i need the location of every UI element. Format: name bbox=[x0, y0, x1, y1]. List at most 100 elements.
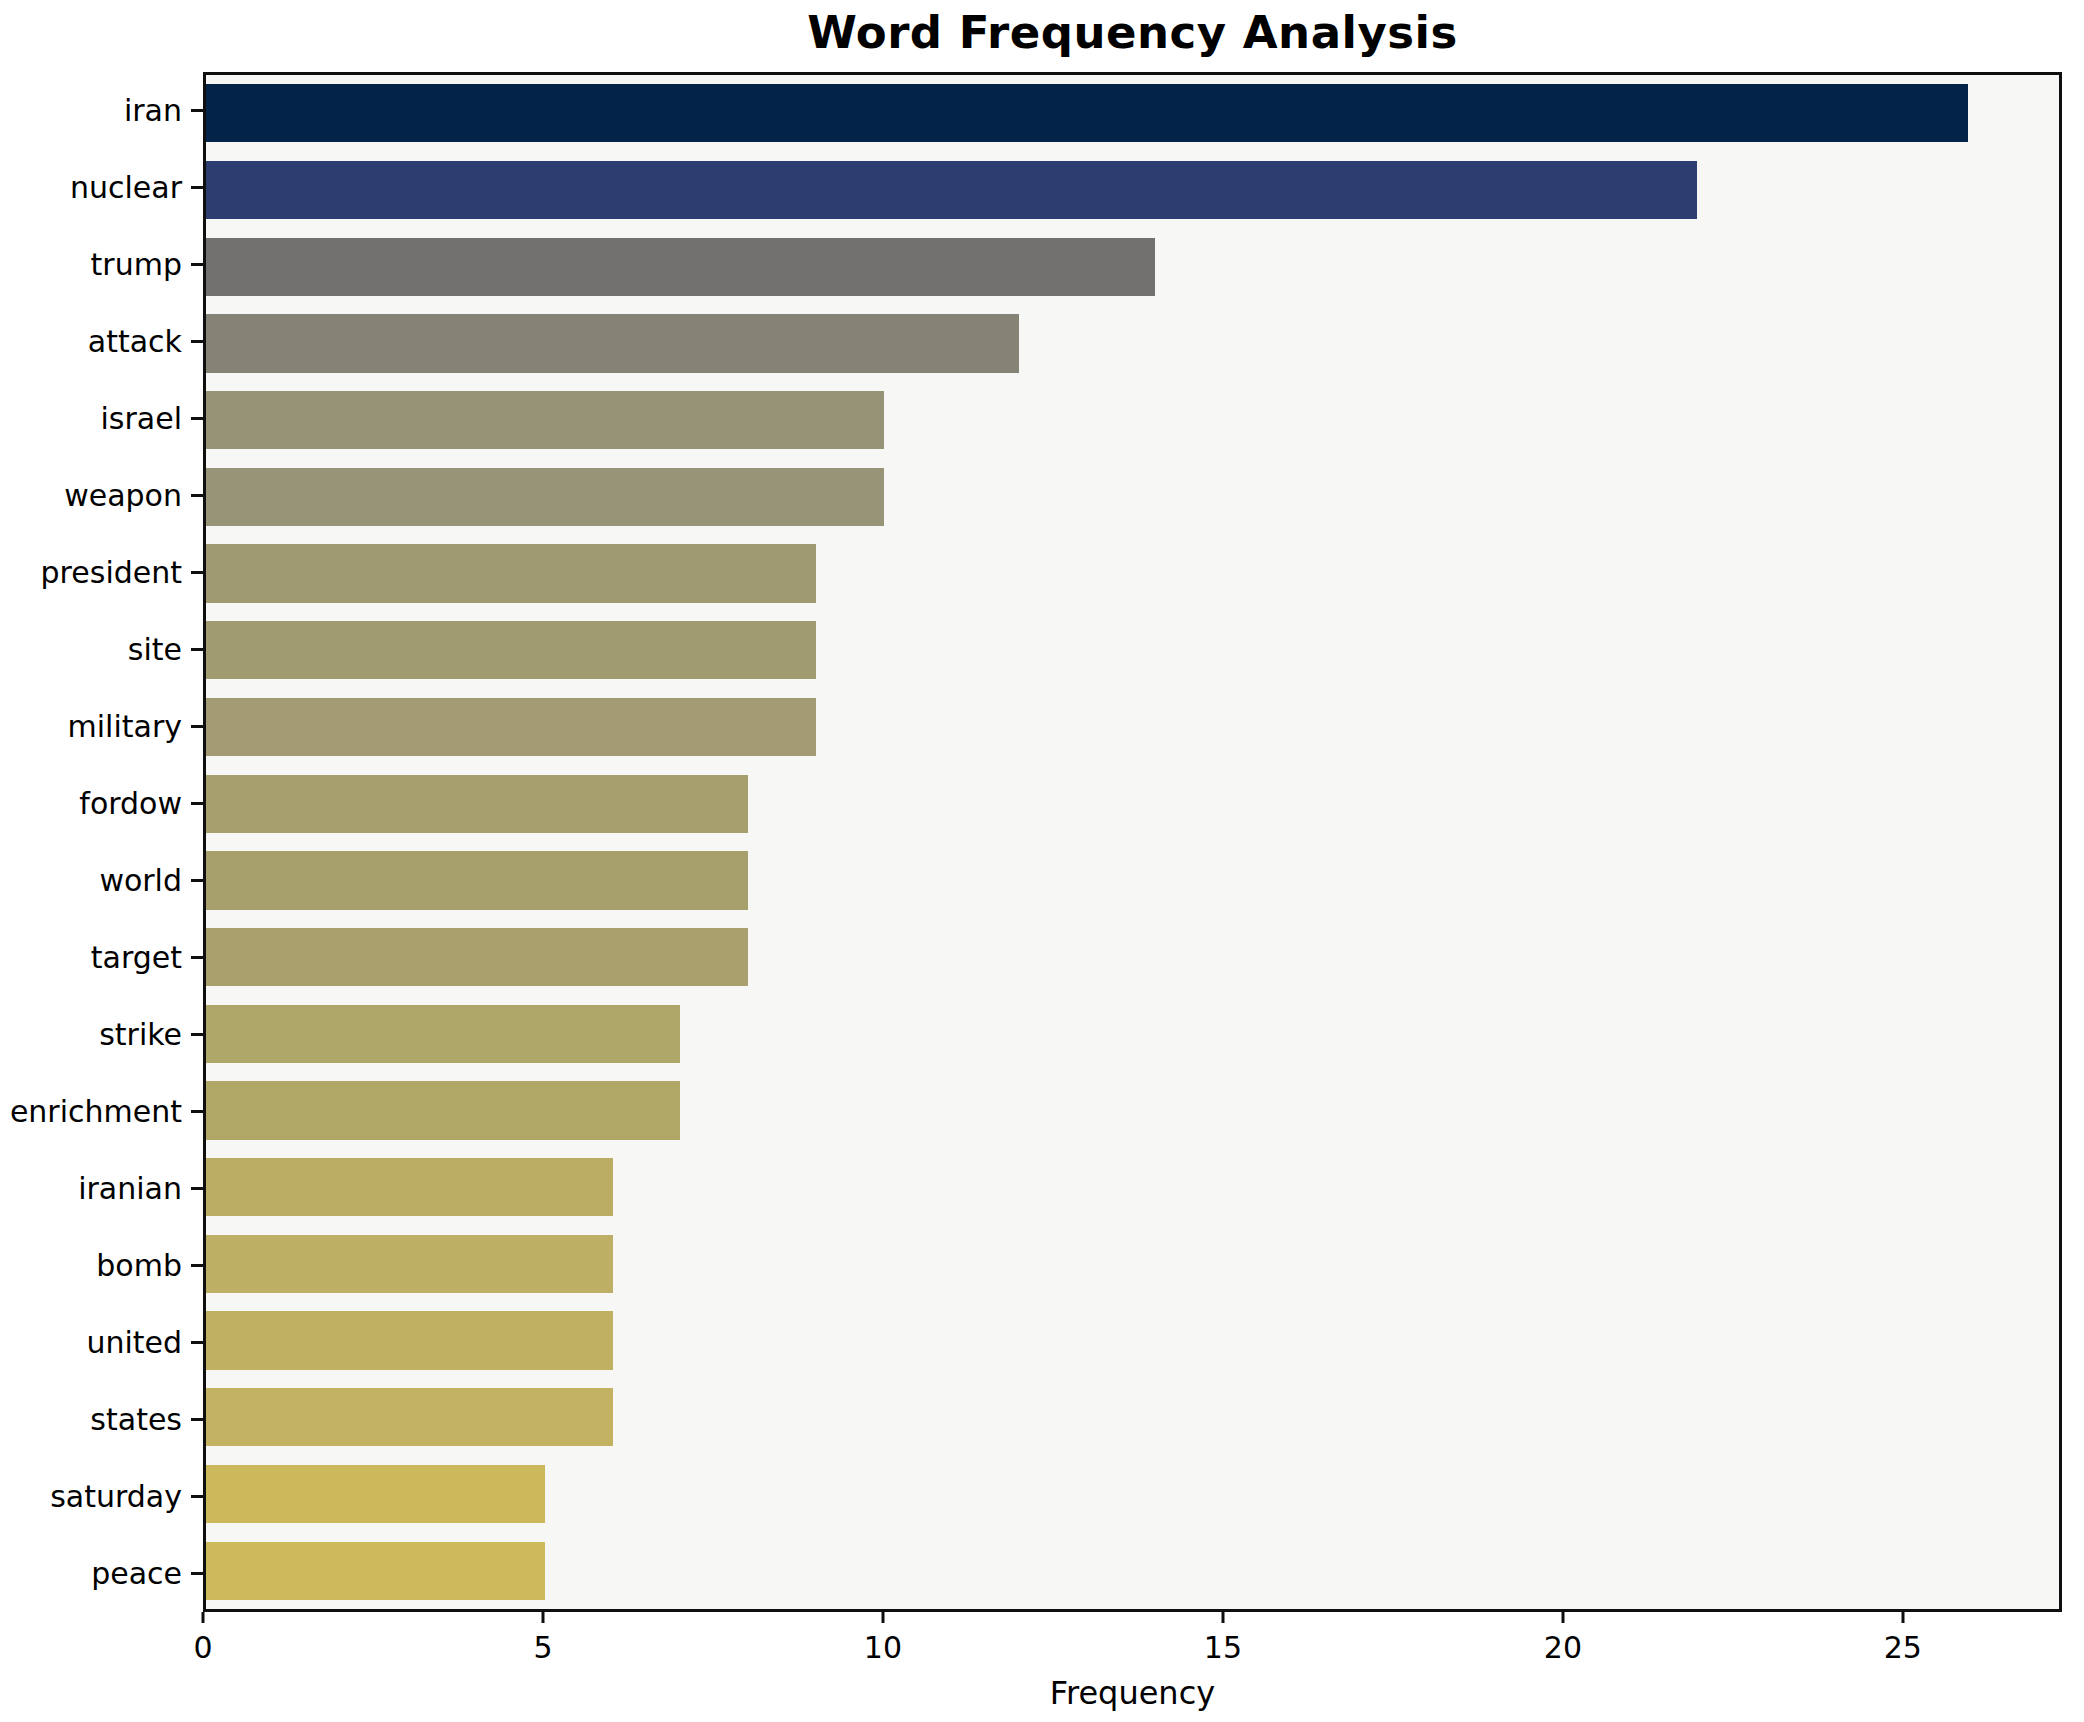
bar-trump bbox=[206, 238, 1155, 296]
plot-area bbox=[203, 72, 2062, 1612]
y-tick-row-saturday bbox=[191, 1458, 203, 1535]
y-tick-row-bomb bbox=[191, 1227, 203, 1304]
bar-row-weapon bbox=[206, 459, 2059, 536]
y-tick-row-target bbox=[191, 919, 203, 996]
x-tick-label-10: 10 bbox=[864, 1630, 902, 1665]
bar-row-united bbox=[206, 1302, 2059, 1379]
y-tick-row-united bbox=[191, 1304, 203, 1381]
y-tick-row-weapon bbox=[191, 457, 203, 534]
bar-peace bbox=[206, 1542, 545, 1600]
y-tick-mark bbox=[191, 1495, 203, 1498]
y-tick-label-site: site bbox=[0, 611, 186, 688]
x-tick-mark-25 bbox=[1901, 1612, 1904, 1623]
y-tick-label-weapon: weapon bbox=[0, 457, 186, 534]
x-tick-label-25: 25 bbox=[1884, 1630, 1922, 1665]
y-tick-mark bbox=[191, 1264, 203, 1267]
bar-row-saturday bbox=[206, 1456, 2059, 1533]
bar-row-fordow bbox=[206, 765, 2059, 842]
y-tick-label-fordow: fordow bbox=[0, 765, 186, 842]
bar-row-trump bbox=[206, 228, 2059, 305]
x-tick-mark-20 bbox=[1561, 1612, 1564, 1623]
bar-row-site bbox=[206, 612, 2059, 689]
y-tick-mark bbox=[191, 1341, 203, 1344]
bar-fordow bbox=[206, 775, 748, 833]
y-tick-mark bbox=[191, 263, 203, 266]
bar-israel bbox=[206, 391, 884, 449]
y-tick-row-president bbox=[191, 534, 203, 611]
y-tick-mark bbox=[191, 494, 203, 497]
x-tick-label-15: 15 bbox=[1204, 1630, 1242, 1665]
x-axis-title: Frequency bbox=[203, 1674, 2062, 1712]
x-tick-mark-5 bbox=[541, 1612, 544, 1623]
x-tick-mark-15 bbox=[1221, 1612, 1224, 1623]
y-tick-mark bbox=[191, 1572, 203, 1575]
y-tick-label-iran: iran bbox=[0, 72, 186, 149]
bar-enrichment bbox=[206, 1081, 680, 1139]
y-tick-label-military: military bbox=[0, 688, 186, 765]
bar-row-bomb bbox=[206, 1226, 2059, 1303]
y-tick-mark bbox=[191, 1418, 203, 1421]
bar-weapon bbox=[206, 468, 884, 526]
bar-military bbox=[206, 698, 816, 756]
y-tick-row-enrichment bbox=[191, 1073, 203, 1150]
y-tick-row-world bbox=[191, 842, 203, 919]
y-tick-row-military bbox=[191, 688, 203, 765]
bar-united bbox=[206, 1311, 613, 1369]
y-tick-mark bbox=[191, 571, 203, 574]
y-tick-row-israel bbox=[191, 380, 203, 457]
bar-row-military bbox=[206, 689, 2059, 766]
y-tick-label-president: president bbox=[0, 534, 186, 611]
bar-world bbox=[206, 851, 748, 909]
y-tick-row-site bbox=[191, 611, 203, 688]
bar-row-strike bbox=[206, 995, 2059, 1072]
x-tick-label-20: 20 bbox=[1544, 1630, 1582, 1665]
y-tick-label-bomb: bomb bbox=[0, 1227, 186, 1304]
x-tick-label-5: 5 bbox=[533, 1630, 552, 1665]
y-tick-mark bbox=[191, 879, 203, 882]
y-tick-label-enrichment: enrichment bbox=[0, 1073, 186, 1150]
y-tick-mark bbox=[191, 1033, 203, 1036]
bar-site bbox=[206, 621, 816, 679]
y-tick-row-iranian bbox=[191, 1150, 203, 1227]
y-tick-label-peace: peace bbox=[0, 1535, 186, 1612]
y-tick-mark bbox=[191, 956, 203, 959]
x-axis: Frequency 0510152025 bbox=[203, 1612, 2062, 1722]
bar-target bbox=[206, 928, 748, 986]
y-tick-mark bbox=[191, 1187, 203, 1190]
y-tick-row-nuclear bbox=[191, 149, 203, 226]
y-tick-mark bbox=[191, 802, 203, 805]
bar-president bbox=[206, 544, 816, 602]
y-tick-label-strike: strike bbox=[0, 996, 186, 1073]
bars-container bbox=[206, 75, 2059, 1609]
y-tick-label-states: states bbox=[0, 1381, 186, 1458]
y-tick-row-trump bbox=[191, 226, 203, 303]
y-tick-mark bbox=[191, 648, 203, 651]
bar-iranian bbox=[206, 1158, 613, 1216]
y-tick-mark bbox=[191, 725, 203, 728]
bar-row-peace bbox=[206, 1532, 2059, 1609]
y-tick-label-nuclear: nuclear bbox=[0, 149, 186, 226]
x-tick-mark-10 bbox=[881, 1612, 884, 1623]
y-tick-mark bbox=[191, 109, 203, 112]
x-tick-label-0: 0 bbox=[193, 1630, 212, 1665]
bar-row-nuclear bbox=[206, 152, 2059, 229]
y-tick-row-fordow bbox=[191, 765, 203, 842]
y-tick-mark bbox=[191, 417, 203, 420]
bar-row-states bbox=[206, 1379, 2059, 1456]
bar-row-enrichment bbox=[206, 1072, 2059, 1149]
y-tick-label-target: target bbox=[0, 919, 186, 996]
bar-row-israel bbox=[206, 382, 2059, 459]
bar-row-attack bbox=[206, 305, 2059, 382]
x-tick-mark-0 bbox=[202, 1612, 205, 1623]
y-tick-mark bbox=[191, 186, 203, 189]
y-tick-label-world: world bbox=[0, 842, 186, 919]
chart-title: Word Frequency Analysis bbox=[203, 6, 2062, 59]
y-tick-label-united: united bbox=[0, 1304, 186, 1381]
bar-row-target bbox=[206, 919, 2059, 996]
y-tick-row-iran bbox=[191, 72, 203, 149]
y-tick-row-peace bbox=[191, 1535, 203, 1612]
y-tick-label-trump: trump bbox=[0, 226, 186, 303]
bar-states bbox=[206, 1388, 613, 1446]
bar-strike bbox=[206, 1005, 680, 1063]
bar-iran bbox=[206, 84, 1968, 142]
